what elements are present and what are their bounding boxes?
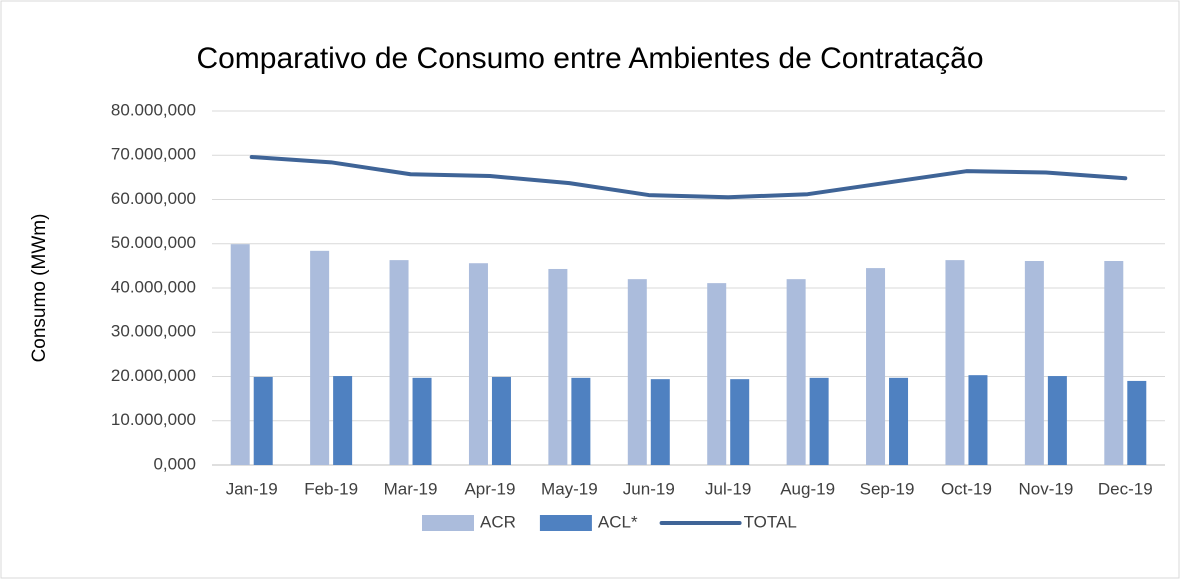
bar (1127, 380, 1147, 465)
legend-label: ACR (480, 512, 516, 531)
y-tick-label: 20.000,000 (111, 366, 196, 385)
bar (1024, 261, 1044, 465)
bar (1047, 376, 1067, 465)
chart-title: Comparativo de Consumo entre Ambientes d… (196, 42, 983, 75)
x-tick-label: Oct-19 (941, 479, 992, 498)
x-tick-label: Jul-19 (705, 479, 751, 498)
y-tick-label: 10.000,000 (111, 410, 196, 429)
bar (1104, 261, 1124, 465)
bar (253, 376, 273, 465)
x-tick-label: May-19 (541, 479, 598, 498)
y-tick-label: 80.000,000 (111, 100, 196, 119)
x-tick-label: Mar-19 (384, 479, 438, 498)
bar (468, 263, 488, 465)
x-tick-label: Dec-19 (1098, 479, 1153, 498)
x-tick-label: Apr-19 (464, 479, 515, 498)
bar (627, 279, 647, 465)
y-tick-label: 70.000,000 (111, 145, 196, 164)
y-tick-label: 40.000,000 (111, 277, 196, 296)
bar (650, 379, 670, 465)
bar (548, 268, 568, 465)
y-tick-label: 30.000,000 (111, 322, 196, 341)
line (249, 155, 1128, 200)
bar (491, 376, 511, 465)
y-tick-label: 50.000,000 (111, 233, 196, 252)
bar (707, 283, 727, 465)
y-tick-label: 0,000 (153, 454, 196, 473)
bar (389, 260, 409, 465)
y-axis-label: Consumo (MWm) (29, 214, 50, 363)
x-tick-label: Feb-19 (304, 479, 358, 498)
bar (968, 375, 988, 465)
x-tick-label: Jun-19 (623, 479, 675, 498)
bar (866, 268, 886, 465)
legend-label: TOTAL (744, 512, 797, 531)
legend-swatch (422, 515, 474, 531)
bar (412, 377, 432, 465)
x-tick-label: Sep-19 (860, 479, 915, 498)
bar (310, 250, 330, 465)
bar (730, 379, 750, 465)
legend-swatch (539, 515, 592, 531)
bar (786, 279, 806, 465)
x-tick-label: Aug-19 (780, 479, 835, 498)
y-tick-label: 60.000,000 (111, 189, 196, 208)
bar (571, 377, 591, 465)
x-tick-label: Nov-19 (1018, 479, 1073, 498)
legend-label: ACL* (598, 512, 638, 531)
bar (230, 244, 250, 465)
bar (945, 260, 965, 465)
bar (889, 377, 909, 465)
bar (333, 376, 353, 465)
x-tick-label: Jan-19 (226, 479, 278, 498)
bar (809, 377, 829, 465)
